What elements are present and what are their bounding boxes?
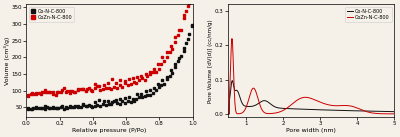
CoZn-N-C-800 <box>26 95 30 96</box>
Line: Co-N-C-800: Co-N-C-800 <box>27 24 193 110</box>
CoZn-N-C-800 <box>73 91 78 93</box>
CoZn-N-C-800 <box>362 110 367 112</box>
Y-axis label: Volume (cm³/g): Volume (cm³/g) <box>4 37 10 85</box>
CoZn-N-C-800 <box>304 97 309 98</box>
CoZn-N-C-800 <box>316 100 320 102</box>
Line: CoZn-N-C-800: CoZn-N-C-800 <box>27 0 193 97</box>
Co-N-C-800 <box>70 107 75 108</box>
CoZn-N-C-800 <box>225 113 230 115</box>
Co-N-C-800 <box>325 109 330 111</box>
CoZn-N-C-800 <box>392 113 396 115</box>
CoZn-N-C-800 <box>81 88 86 90</box>
Co-N-C-800 <box>388 111 393 112</box>
CoZn-N-C-800 <box>53 94 58 95</box>
CoZn-N-C-800 <box>67 90 72 91</box>
Co-N-C-800 <box>230 80 235 81</box>
Co-N-C-800 <box>62 108 66 110</box>
Co-N-C-800 <box>131 100 136 102</box>
Line: CoZn-N-C-800: CoZn-N-C-800 <box>228 39 394 114</box>
Co-N-C-800 <box>316 109 320 111</box>
CoZn-N-C-800 <box>128 83 133 85</box>
CoZn-N-C-800 <box>78 88 83 90</box>
Co-N-C-800 <box>84 105 89 107</box>
CoZn-N-C-800 <box>388 113 393 115</box>
Co-N-C-800 <box>304 109 309 110</box>
X-axis label: Relative pressure (P/Po): Relative pressure (P/Po) <box>72 128 147 133</box>
Co-N-C-800 <box>53 107 58 109</box>
X-axis label: Pore width (nm): Pore width (nm) <box>286 128 336 133</box>
Co-N-C-800 <box>26 108 30 109</box>
Legend: Co-N-C-800, CoZn-N-C-800: Co-N-C-800, CoZn-N-C-800 <box>29 7 74 22</box>
Co-N-C-800 <box>392 111 396 112</box>
Y-axis label: Pore Volume [dV(d)] (cc/nm/g): Pore Volume [dV(d)] (cc/nm/g) <box>208 19 213 102</box>
CoZn-N-C-800 <box>325 104 330 105</box>
Co-N-C-800 <box>306 109 310 110</box>
CoZn-N-C-800 <box>306 97 310 98</box>
Co-N-C-800 <box>81 103 86 105</box>
Line: Co-N-C-800: Co-N-C-800 <box>228 81 394 114</box>
Co-N-C-800 <box>190 24 194 25</box>
CoZn-N-C-800 <box>230 38 234 39</box>
Co-N-C-800 <box>225 113 230 115</box>
Co-N-C-800 <box>362 110 367 112</box>
Co-N-C-800 <box>76 106 80 108</box>
Legend: Co-N-C-800, CoZn-N-C-800: Co-N-C-800, CoZn-N-C-800 <box>345 7 392 22</box>
